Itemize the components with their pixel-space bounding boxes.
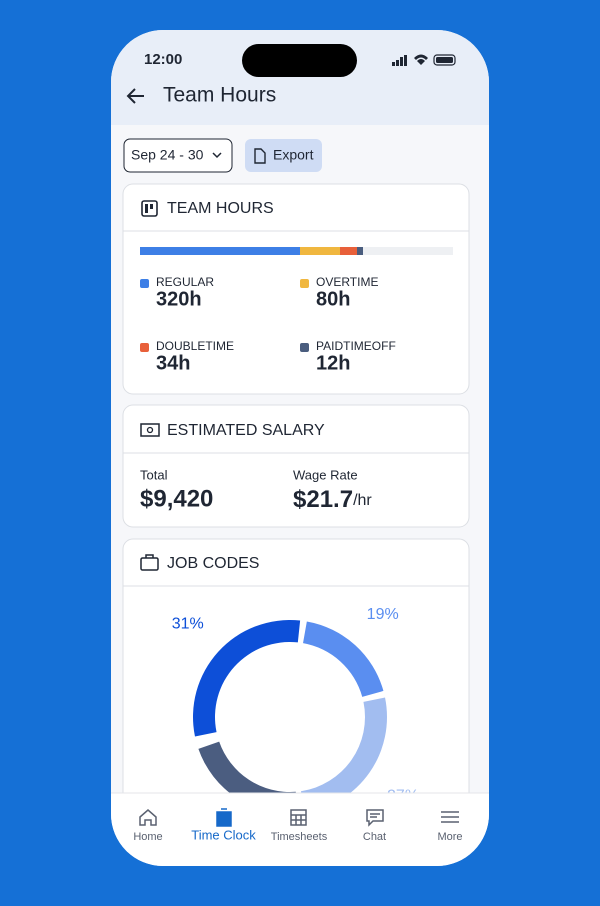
tab-label[interactable]: Chat (363, 831, 386, 843)
legend-value: 80h (316, 288, 350, 310)
tabs: Home Time Clock Timesheets Chat More (133, 808, 463, 843)
tab-icon (441, 811, 459, 823)
export-button[interactable] (245, 139, 322, 172)
back-button[interactable] (126, 88, 144, 104)
donut-segment (300, 697, 387, 793)
hours-segment (140, 247, 300, 255)
card-title: TEAM HOURS (167, 200, 274, 217)
card-icon (150, 204, 153, 209)
donut-segment (198, 741, 298, 793)
card-title: ESTIMATED SALARY (167, 422, 325, 439)
legend-value: 320h (156, 288, 202, 310)
date-range[interactable] (123, 138, 233, 173)
phone: 12:00 Team Hours Sep 24 - 30 Export TEAM… (111, 30, 489, 866)
donut-segment (193, 620, 301, 737)
hours-segment (300, 247, 340, 255)
donut: 31%19%27%22% (172, 606, 419, 804)
card-icon (145, 204, 148, 213)
export-text: Export (273, 147, 314, 163)
legend-swatch (140, 343, 149, 352)
legend-label: REGULAR (156, 275, 214, 289)
legend-label: PAIDTIMEOFF (316, 339, 396, 353)
card-icon (140, 557, 159, 571)
donut-segment (303, 621, 384, 697)
wage-unit: /hr (353, 492, 372, 509)
header-title: Team Hours (163, 84, 276, 107)
content: Sep 24 - 30 Export TEAM HOURS REGULAR320… (122, 138, 470, 804)
legend-swatch (300, 343, 309, 352)
tab-label[interactable]: Timesheets (271, 831, 328, 843)
wage-label: Wage Rate (293, 467, 358, 482)
hours-segment (357, 247, 363, 255)
legend-swatch (140, 279, 149, 288)
dynamic-island (242, 44, 357, 77)
card-title: JOB CODES (167, 555, 259, 572)
wage-value: $21.7/hr (293, 486, 372, 513)
legend-swatch (300, 279, 309, 288)
card (122, 183, 470, 395)
hours-segment (340, 247, 357, 255)
wage: $21.7 (293, 486, 353, 513)
tab-icon (290, 809, 307, 826)
card-icon (146, 426, 154, 434)
date-range-text: Sep 24 - 30 (131, 147, 204, 163)
legend-label: OVERTIME (316, 275, 378, 289)
donut-label: 19% (367, 606, 399, 623)
export-icon (254, 148, 266, 164)
card-icon (141, 200, 158, 217)
card-icon (145, 554, 154, 558)
legend-label: DOUBLETIME (156, 339, 234, 353)
donut-label: 31% (172, 616, 204, 633)
legend-value: 12h (316, 352, 350, 374)
tab-icon (366, 809, 384, 827)
tab-icon (216, 808, 232, 827)
total-value: $9,420 (140, 485, 213, 512)
legend-value: 34h (156, 352, 190, 374)
status-icons (392, 54, 456, 66)
tab-label[interactable]: Time Clock (191, 827, 256, 842)
tab-label[interactable]: Home (133, 831, 162, 843)
card-icon (140, 423, 160, 437)
tab-icon (139, 809, 157, 826)
card (122, 404, 470, 528)
donut-label: 27% (387, 787, 419, 804)
total-label: Total (140, 467, 168, 482)
status-time: 12:00 (144, 51, 182, 68)
chevron (212, 152, 222, 159)
tab-label[interactable]: More (437, 831, 462, 843)
tab-bar (111, 793, 489, 866)
